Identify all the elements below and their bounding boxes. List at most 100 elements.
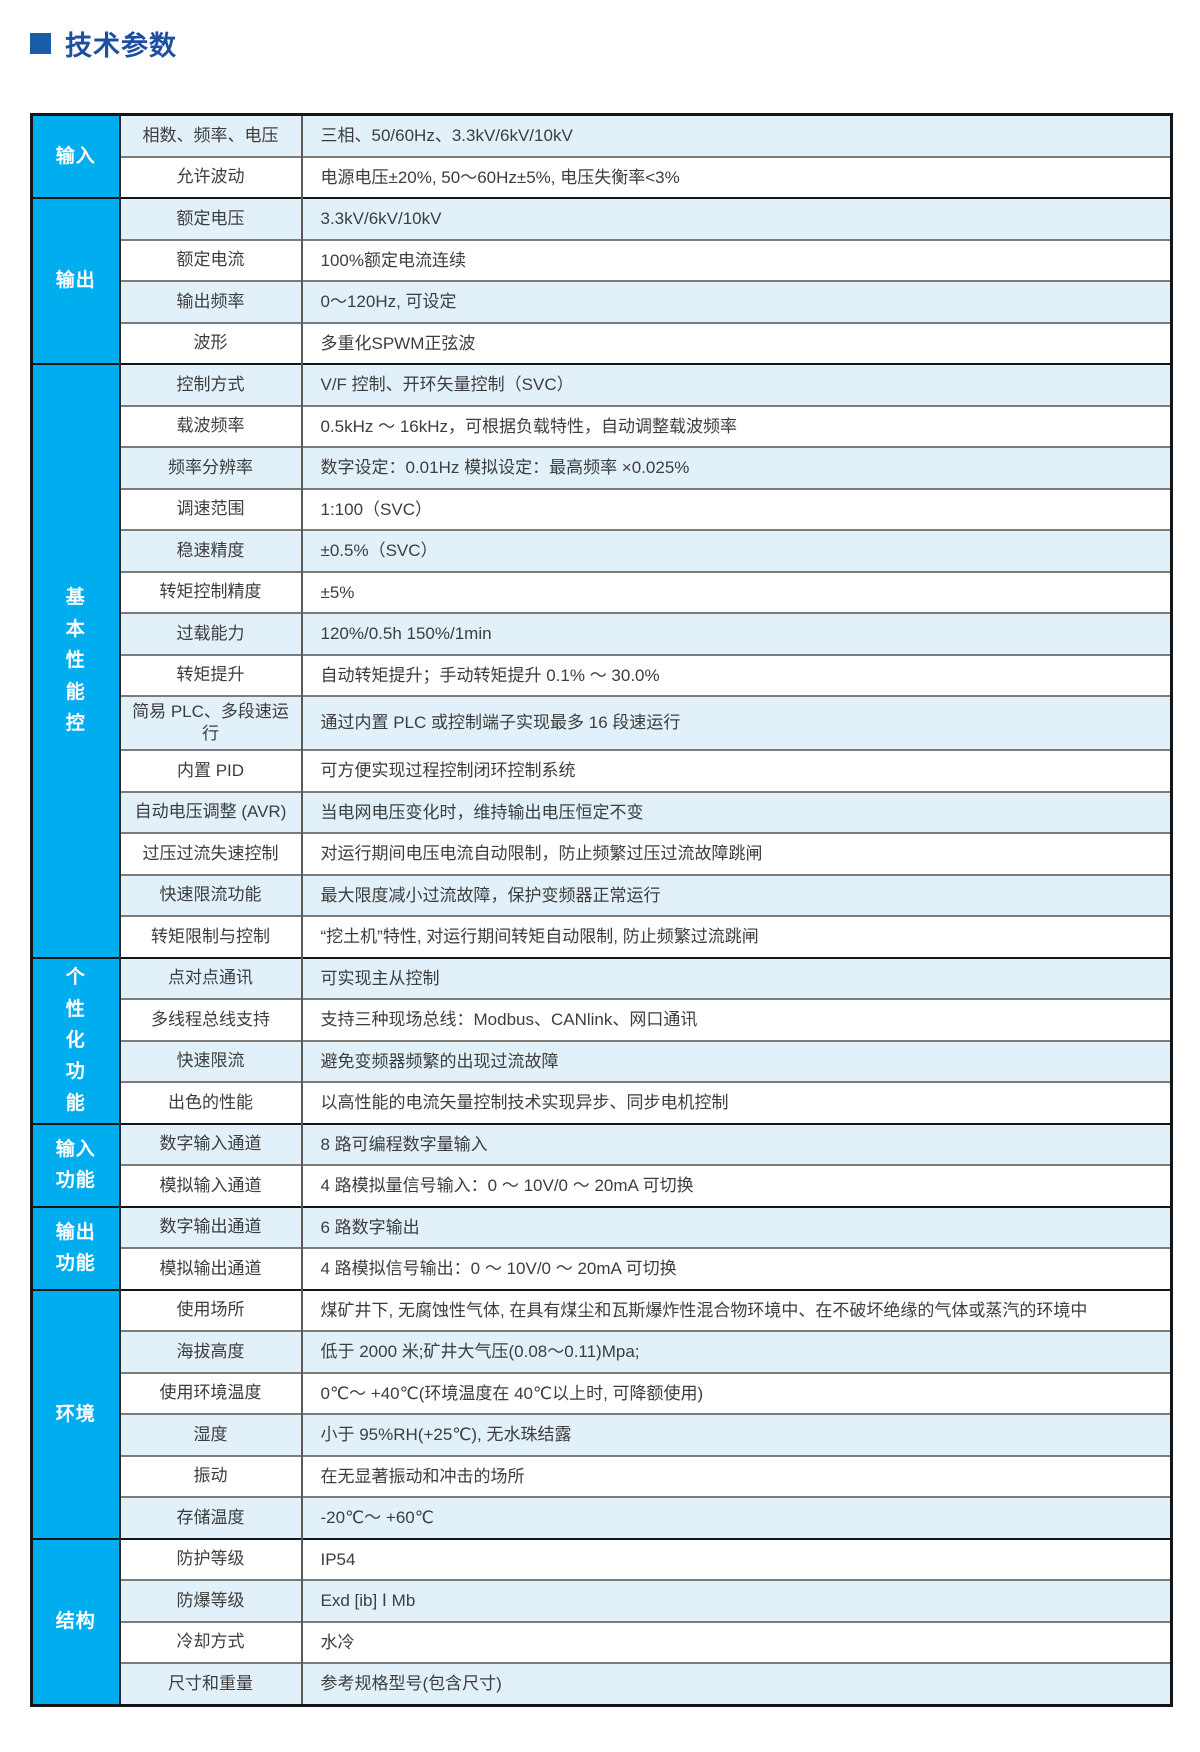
- table-row: 个 性 化 功 能点对点通讯 可实现主从控制: [31, 956, 1172, 1124]
- param-label-cell: 内置 PID: [119, 749, 303, 792]
- param-label-cell: 快速限流功能: [119, 873, 303, 917]
- table-row: 尺寸和重量 参考规格型号(包含尺寸): [32, 1662, 1172, 1706]
- table-row: 多线程总线支持 支持三种现场总线：Modbus、CANlink、网口通讯: [32, 998, 1172, 1041]
- param-value-cell: 100%额定电流连续: [301, 238, 1172, 281]
- param-label-cell: 转矩提升: [119, 653, 303, 696]
- param-label-cell: 相数、频率、电压: [119, 113, 303, 157]
- param-value-cell: 参考规格型号(包含尺寸): [301, 1662, 1172, 1706]
- param-value-cell: ±5%: [301, 570, 1172, 613]
- param-value-cell: 3.3kV/6kV/10kV: [301, 197, 1172, 240]
- param-value-cell: 可方便实现过程控制闭环控制系统: [301, 749, 1172, 792]
- param-label-cell: 尺寸和重量: [119, 1662, 303, 1706]
- table-row: 允许波动 电源电压±20%, 50～60Hz±5%, 电压失衡率<3%: [32, 155, 1172, 198]
- param-value-cell: 对运行期间电压电流自动限制，防止频繁过压过流故障跳闸: [301, 832, 1172, 875]
- param-label-cell: 海拔高度: [119, 1330, 303, 1373]
- table-row: 过载能力 120%/0.5h 150%/1min: [32, 612, 1172, 655]
- param-label-cell: 额定电压: [119, 197, 303, 240]
- param-label-cell: 振动: [119, 1454, 303, 1498]
- param-value-cell: 三相、50/60Hz、3.3kV/6kV/10kV: [301, 113, 1172, 157]
- table-row: 过压过流失速控制 对运行期间电压电流自动限制，防止频繁过压过流故障跳闸: [32, 832, 1172, 875]
- param-value-cell: 可实现主从控制: [301, 956, 1172, 1000]
- param-value-cell: 当电网电压变化时，维持输出电压恒定不变: [301, 790, 1172, 834]
- title-bullet-icon: [30, 33, 51, 54]
- param-label-cell: 调速范围: [119, 487, 303, 530]
- table-row: 输入 功能 数字输入通道 8 路可编程数字量输入: [31, 1122, 1172, 1207]
- page-title: 技术参数: [65, 31, 177, 61]
- table-row: 简易 PLC、多段速运行 通过内置 PLC 或控制端子实现最多 16 段速运行: [32, 694, 1172, 751]
- category-cell: 环境: [31, 1288, 121, 1539]
- param-label-cell: 过载能力: [119, 612, 303, 655]
- param-value-cell: 煤矿井下, 无腐蚀性气体, 在具有煤尘和瓦斯爆炸性混合物环境中、在不破坏绝缘的气…: [301, 1288, 1172, 1332]
- param-label-cell: 湿度: [119, 1413, 303, 1456]
- param-value-cell: 0～120Hz, 可设定: [301, 280, 1172, 323]
- table-row: 振动 在无显著振动和冲击的场所: [32, 1454, 1172, 1498]
- table-row: 内置 PID 可方便实现过程控制闭环控制系统: [32, 749, 1172, 792]
- table-row: 自动电压调整 (AVR) 当电网电压变化时，维持输出电压恒定不变: [32, 790, 1172, 834]
- param-value-cell: 水冷: [301, 1620, 1172, 1664]
- param-value-cell: 6 路数字输出: [301, 1205, 1172, 1249]
- param-label-cell: 数字输入通道: [119, 1122, 303, 1166]
- table-row: 冷却方式 水冷: [32, 1620, 1172, 1664]
- table-row: 快速限流功能 最大限度减小过流故障，保护变频器正常运行: [32, 873, 1172, 917]
- param-value-cell: 120%/0.5h 150%/1min: [301, 612, 1172, 655]
- table-row: 基 本 性 能 控控制方式 V/F 控制、开环矢量控制（SVC）: [31, 363, 1172, 958]
- category-cell: 基 本 性 能 控: [31, 363, 121, 958]
- param-value-cell: Exd [ib] Ⅰ Mb: [301, 1579, 1172, 1622]
- param-value-cell: 0.5kHz ～ 16kHz，可根据负载特性，自动调整载波频率: [301, 404, 1172, 447]
- param-label-cell: 转矩限制与控制: [119, 915, 303, 958]
- param-label-cell: 多线程总线支持: [119, 998, 303, 1041]
- table-row: 使用环境温度 0℃～ +40℃(环境温度在 40℃以上时, 可降额使用): [32, 1371, 1172, 1415]
- table-row: 转矩限制与控制 “挖土机”特性, 对运行期间转矩自动限制, 防止频繁过流跳闸: [32, 915, 1172, 958]
- param-label-cell: 防爆等级: [119, 1579, 303, 1622]
- param-label-cell: 输出频率: [119, 280, 303, 323]
- param-value-cell: IP54: [301, 1537, 1172, 1581]
- param-value-cell: “挖土机”特性, 对运行期间转矩自动限制, 防止频繁过流跳闸: [301, 915, 1172, 958]
- param-label-cell: 转矩控制精度: [119, 570, 303, 613]
- param-label-cell: 存储温度: [119, 1496, 303, 1539]
- param-value-cell: ±0.5%（SVC）: [301, 529, 1172, 572]
- table-row: 频率分辨率 数字设定：0.01Hz 模拟设定：最高频率 ×0.025%: [32, 446, 1172, 489]
- param-value-cell: 最大限度减小过流故障，保护变频器正常运行: [301, 873, 1172, 917]
- table-row: 转矩控制精度 ±5%: [32, 570, 1172, 613]
- category-cell: 输出 功能: [31, 1205, 121, 1290]
- category-cell: 输入 功能: [31, 1122, 121, 1207]
- param-value-cell: 0℃～ +40℃(环境温度在 40℃以上时, 可降额使用): [301, 1371, 1172, 1415]
- param-label-cell: 允许波动: [119, 155, 303, 198]
- param-value-cell: 小于 95%RH(+25℃), 无水珠结露: [301, 1413, 1172, 1456]
- table-row: 环境 使用场所 煤矿井下, 无腐蚀性气体, 在具有煤尘和瓦斯爆炸性混合物环境中、在不…: [31, 1288, 1172, 1539]
- param-label-cell: 使用场所: [119, 1288, 303, 1332]
- param-value-cell: 多重化SPWM正弦波: [301, 321, 1172, 364]
- spec-table-body: 输入 相数、频率、电压 三相、50/60Hz、3.3kV/6kV/10kV 允许波动电…: [31, 113, 1172, 1706]
- table-row: 载波频率 0.5kHz ～ 16kHz，可根据负载特性，自动调整载波频率: [32, 404, 1172, 447]
- param-value-cell: 电源电压±20%, 50～60Hz±5%, 电压失衡率<3%: [301, 155, 1172, 198]
- param-value-cell: 1:100（SVC）: [301, 487, 1172, 530]
- table-row: 输出 额定电压 3.3kV/6kV/10kV: [31, 197, 1172, 364]
- param-value-cell: 低于 2000 米;矿井大气压(0.08～0.11)Mpa;: [301, 1330, 1172, 1373]
- param-value-cell: 支持三种现场总线：Modbus、CANlink、网口通讯: [301, 998, 1172, 1041]
- table-row: 额定电流 100%额定电流连续: [32, 238, 1172, 281]
- table-row: 输入 相数、频率、电压 三相、50/60Hz、3.3kV/6kV/10kV: [31, 113, 1172, 198]
- param-label-cell: 模拟输入通道: [119, 1164, 303, 1207]
- param-label-cell: 点对点通讯: [119, 956, 303, 1000]
- param-label-cell: 控制方式: [119, 363, 303, 406]
- table-row: 模拟输出通道 4 路模拟信号输出：0 ～ 10V/0 ～ 20mA 可切换: [32, 1247, 1172, 1290]
- param-label-cell: 自动电压调整 (AVR): [119, 790, 303, 834]
- category-cell: 结构: [31, 1537, 121, 1706]
- table-row: 波形 多重化SPWM正弦波: [32, 321, 1172, 364]
- table-row: 输出 功能 数字输出通道 6 路数字输出: [31, 1205, 1172, 1290]
- table-row: 转矩提升 自动转矩提升；手动转矩提升 0.1% ～ 30.0%: [32, 653, 1172, 696]
- param-label-cell: 波形: [119, 321, 303, 364]
- param-label-cell: 出色的性能: [119, 1081, 303, 1124]
- param-value-cell: 避免变频器频繁的出现过流故障: [301, 1039, 1172, 1083]
- param-value-cell: 自动转矩提升；手动转矩提升 0.1% ～ 30.0%: [301, 653, 1172, 696]
- table-row: 出色的性能 以高性能的电流矢量控制技术实现异步、同步电机控制: [32, 1081, 1172, 1124]
- table-row: 防爆等级 Exd [ib] Ⅰ Mb: [32, 1579, 1172, 1622]
- param-label-cell: 额定电流: [119, 238, 303, 281]
- param-value-cell: 在无显著振动和冲击的场所: [301, 1454, 1172, 1498]
- table-row: 湿度 小于 95%RH(+25℃), 无水珠结露: [32, 1413, 1172, 1456]
- category-cell: 输出: [31, 197, 121, 364]
- param-label-cell: 快速限流: [119, 1039, 303, 1083]
- param-label-cell: 载波频率: [119, 404, 303, 447]
- table-row: 存储温度 -20℃～ +60℃: [32, 1496, 1172, 1539]
